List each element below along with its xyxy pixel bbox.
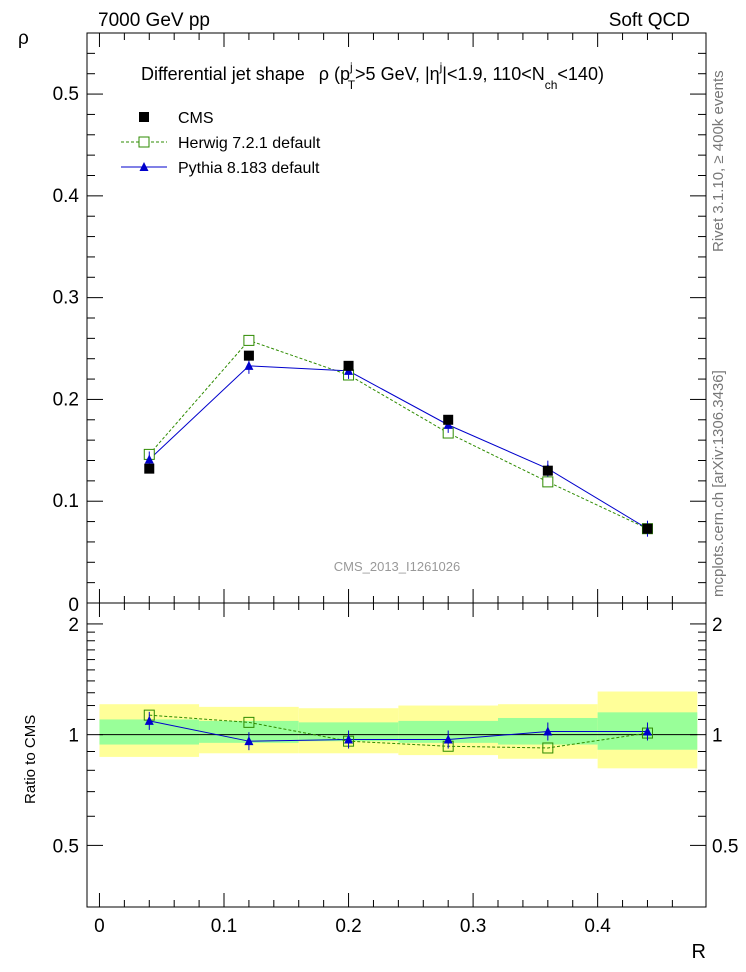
ratio-herwig-point	[542, 742, 554, 754]
watermark: CMS_2013_I1261026	[334, 559, 461, 574]
ratio-pythia-point	[443, 734, 453, 744]
ratio-ytick-label-right: 0.5	[712, 836, 738, 857]
title-main: Differential jet shape	[141, 64, 305, 84]
ratio-ytick-label: 2	[68, 615, 79, 636]
main-ytick-label: 0.3	[53, 288, 79, 309]
title-mid-2: |<1.9, 110<N	[442, 64, 544, 84]
legend-pythia-label: Pythia 8.183 default	[178, 160, 320, 177]
cms-point	[542, 465, 553, 476]
pythia-point	[244, 360, 254, 370]
cms-point	[642, 523, 653, 534]
main-ytick-label: 0.1	[53, 491, 79, 512]
main-y-label: ρ	[18, 28, 29, 49]
main-ytick-zero-label: 0	[68, 595, 79, 616]
legend-herwig-label: Herwig 7.2.1 default	[178, 135, 321, 152]
ratio-xtick-label: 0	[94, 916, 105, 937]
ratio-xtick-label: 0.4	[584, 916, 611, 937]
rivet-label: Rivet 3.1.10, ≥ 400k events	[710, 70, 727, 252]
ratio-ytick-label-right: 1	[712, 726, 723, 747]
title-sub-2: ch	[545, 78, 558, 92]
ratio-y-label: Ratio to CMS	[22, 715, 39, 804]
herwig-point	[243, 334, 255, 346]
cms-point	[443, 414, 454, 425]
herwig-point	[542, 476, 554, 488]
legend-pythia-marker	[139, 162, 149, 171]
header-left: 7000 GeV pp	[98, 10, 210, 31]
cms-point	[144, 463, 155, 474]
x-axis-label: R	[692, 941, 706, 963]
title-sup-2: j	[439, 60, 443, 74]
herwig-line	[148, 339, 648, 530]
legend-cms-marker	[139, 112, 149, 122]
main-ytick-label: 0.2	[53, 389, 79, 410]
ratio-xtick-label: 0.3	[460, 916, 486, 937]
main-ytick-label: 0.4	[53, 186, 80, 207]
ratio-pythia-point	[543, 726, 553, 736]
main-ytick-label: 0.5	[53, 84, 79, 105]
cms-point	[243, 350, 254, 361]
ratio-pythia-point	[642, 726, 652, 736]
ratio-plot-frame	[86, 602, 707, 908]
ratio-xtick-label: 0.1	[211, 916, 237, 937]
title-formula: ρ (p	[319, 64, 350, 84]
main-title: Differential jet shape ρ (pj T>5 GeV, |ηj|…	[141, 60, 604, 92]
ratio-band-inner	[199, 720, 299, 743]
legend-cms-label: CMS	[178, 110, 214, 127]
pythia-line	[148, 365, 648, 530]
ratio-pythia-point	[244, 736, 254, 746]
ratio-ytick-label: 1	[68, 726, 79, 747]
ratio-pythia-point	[344, 734, 354, 744]
ratio-pythia-line	[149, 720, 648, 742]
legend-herwig-marker	[138, 136, 150, 148]
title-sub-1: T	[348, 78, 356, 92]
cms-point	[343, 360, 354, 371]
mcplots-label: mcplots.cern.ch [arXiv:1306.3436]	[710, 370, 727, 597]
ratio-herwig-point	[243, 716, 255, 728]
title-mid: >5 GeV, |η	[355, 64, 440, 84]
title-sup-1: j	[349, 60, 353, 74]
ratio-ytick-label-right: 2	[712, 615, 723, 636]
ratio-herwig-line	[149, 714, 648, 749]
title-end: <140)	[557, 64, 604, 84]
ratio-ytick-label: 0.5	[53, 836, 79, 857]
legend: CMS Herwig 7.2.1 default Pythia 8.183 de…	[121, 110, 321, 177]
ratio-xtick-label: 0.2	[335, 916, 361, 937]
pythia-point	[144, 454, 154, 464]
header-right: Soft QCD	[609, 10, 690, 31]
ratio-pythia-point	[144, 715, 154, 725]
